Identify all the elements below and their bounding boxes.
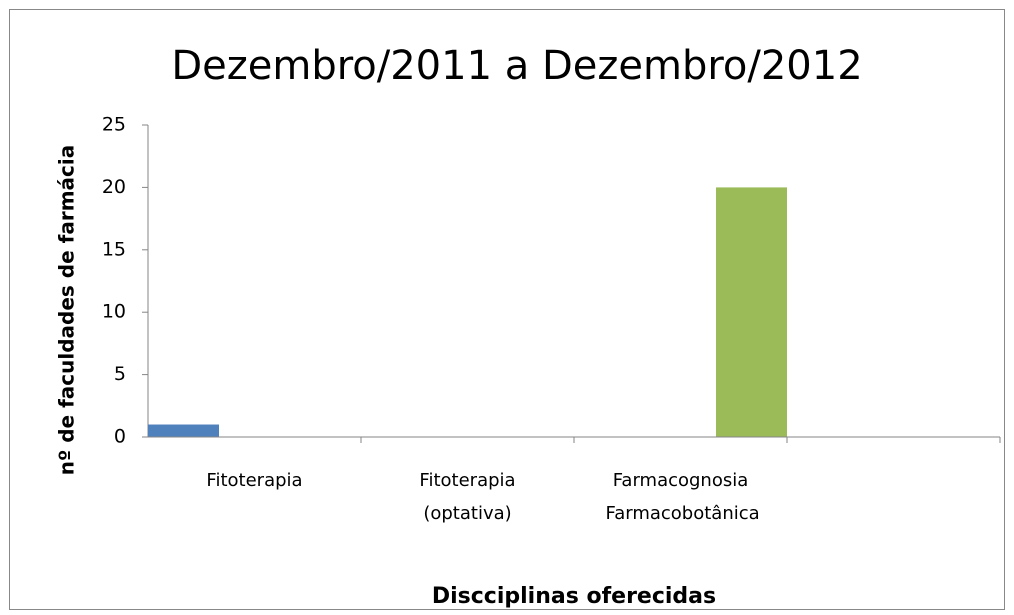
bar xyxy=(716,187,787,437)
chart-title: Dezembro/2011 a Dezembro/2012 xyxy=(171,43,862,89)
x-tick-label: Fitoterapia (optativa) xyxy=(419,470,516,524)
bar xyxy=(148,424,219,437)
y-tick-label: 25 xyxy=(102,114,126,136)
y-tick-label: 20 xyxy=(102,176,126,198)
y-tick-label: 0 xyxy=(114,426,126,448)
y-axis-label: nº de faculdades de farmácia xyxy=(55,145,79,475)
x-axis-label: Discciplinas oferecidas xyxy=(432,584,716,609)
chart-border xyxy=(9,9,1005,610)
y-tick-label: 10 xyxy=(102,301,126,323)
y-tick-label: 5 xyxy=(114,363,126,385)
x-tick-label: Fitoterapia xyxy=(206,470,303,491)
x-tick-label: Farmacognosia Farmacobotânica xyxy=(605,470,760,524)
y-tick-label: 15 xyxy=(102,238,126,260)
